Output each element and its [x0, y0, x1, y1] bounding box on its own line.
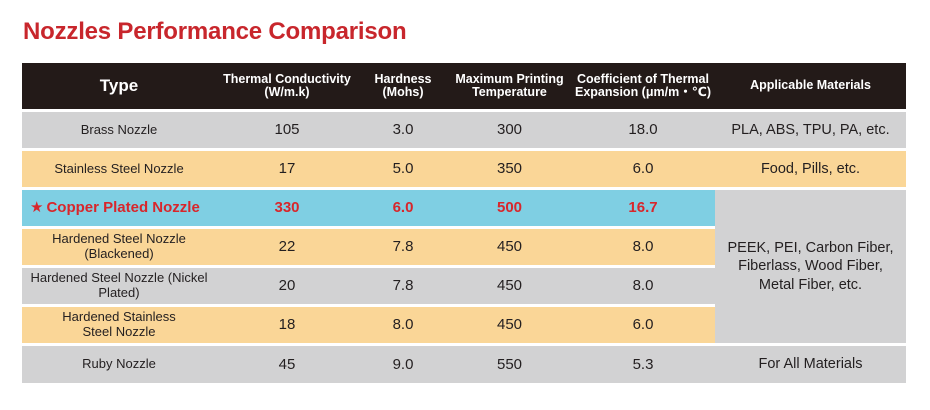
- row-stainless-cte: 6.0: [571, 151, 715, 190]
- row-hardened-blackened-hardness: 7.8: [358, 229, 448, 268]
- row-copper-max-temp: 500: [448, 190, 571, 229]
- row-hardened-stainless-max-temp: 450: [448, 307, 571, 346]
- row-hardened-blackened-type: Hardened Steel Nozzle (Blackened): [22, 229, 216, 268]
- row-ruby-cte: 5.3: [571, 346, 715, 386]
- header-max-temperature: Maximum Printing Temperature: [448, 63, 571, 112]
- row-hardened-nickel-type: Hardened Steel Nozzle (Nickel Plated): [22, 268, 216, 307]
- row-brass-materials: PLA, ABS, TPU, PA, etc.: [715, 112, 906, 151]
- row-copper-thermal: 330: [216, 190, 358, 229]
- header-applicable-materials: Applicable Materials: [715, 63, 906, 112]
- row-copper-hardness: 6.0: [358, 190, 448, 229]
- row-hardened-stainless-cte: 6.0: [571, 307, 715, 346]
- row-ruby-max-temp: 550: [448, 346, 571, 386]
- comparison-table: Type Thermal Conductivity (W/m.k) Hardne…: [22, 63, 906, 390]
- row-hardened-nickel-thermal: 20: [216, 268, 358, 307]
- row-hardened-blackened-cte: 8.0: [571, 229, 715, 268]
- row-hardened-stainless-type: Hardened Stainless Steel Nozzle: [22, 307, 216, 346]
- row-ruby-thermal: 45: [216, 346, 358, 386]
- row-hardened-blackened-max-temp: 450: [448, 229, 571, 268]
- header-thermal-expansion: Coefficient of Thermal Expansion (μm/m・℃…: [571, 63, 715, 112]
- row-hardened-stainless-hardness: 8.0: [358, 307, 448, 346]
- page-title: Nozzles Performance Comparison: [23, 18, 407, 45]
- row-copper-type: ★ Copper Plated Nozzle: [22, 190, 216, 229]
- row-ruby-materials: For All Materials: [715, 346, 906, 386]
- row-stainless-type: Stainless Steel Nozzle: [22, 151, 216, 190]
- row-brass-max-temp: 300: [448, 112, 571, 151]
- header-thermal-conductivity: Thermal Conductivity (W/m.k): [216, 63, 358, 112]
- row-copper-type-label: Copper Plated Nozzle: [46, 199, 200, 217]
- merged-materials-text: PEEK, PEI, Carbon Fiber, Fiberlass, Wood…: [727, 240, 894, 293]
- row-brass-cte: 18.0: [571, 112, 715, 151]
- row-hardened-nickel-hardness: 7.8: [358, 268, 448, 307]
- row-brass-type: Brass Nozzle: [22, 112, 216, 151]
- row-stainless-thermal: 17: [216, 151, 358, 190]
- header-type: Type: [22, 63, 216, 112]
- row-ruby-hardness: 9.0: [358, 346, 448, 386]
- row-stainless-max-temp: 350: [448, 151, 571, 190]
- row-stainless-materials: Food, Pills, etc.: [715, 151, 906, 190]
- row-hardened-stainless-thermal: 18: [216, 307, 358, 346]
- row-copper-cte: 16.7: [571, 190, 715, 229]
- row-ruby-type: Ruby Nozzle: [22, 346, 216, 386]
- row-brass-thermal: 105: [216, 112, 358, 151]
- row-stainless-hardness: 5.0: [358, 151, 448, 190]
- row-hardened-blackened-thermal: 22: [216, 229, 358, 268]
- header-hardness: Hardness (Mohs): [358, 63, 448, 112]
- row-hardened-nickel-max-temp: 450: [448, 268, 571, 307]
- row-hardened-nickel-cte: 8.0: [571, 268, 715, 307]
- row-brass-hardness: 3.0: [358, 112, 448, 151]
- merged-materials-cell: PEEK, PEI, Carbon Fiber, Fiberlass, Wood…: [715, 190, 906, 346]
- star-icon: ★: [30, 199, 44, 217]
